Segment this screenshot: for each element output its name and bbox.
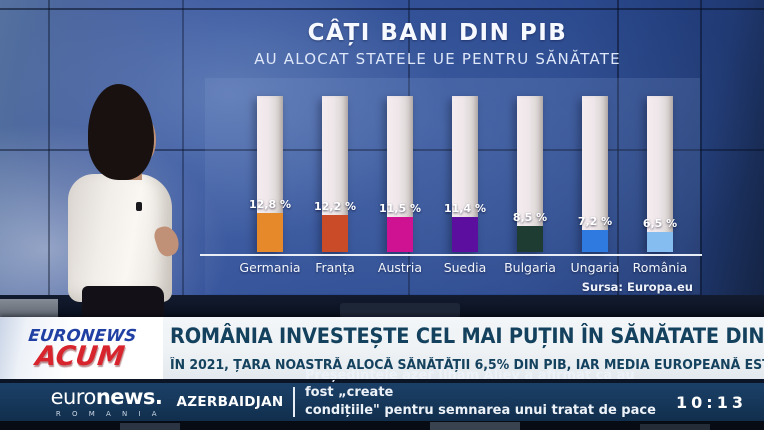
logo-region-label: R O M A N I A	[55, 409, 162, 418]
bar-ungaria	[582, 96, 608, 252]
floor-shape	[120, 423, 180, 430]
bar-value-label: 11,4 %	[444, 202, 486, 215]
presenter-pants	[82, 286, 164, 318]
logo-news-part: news.	[95, 384, 163, 409]
bar-value-label: 12,2 %	[314, 200, 356, 213]
bar-country-label: Ungaria	[570, 260, 620, 275]
bar-colored-segment	[452, 217, 478, 252]
ticker-divider	[293, 387, 295, 417]
bar-value-label: 8,5 %	[512, 211, 548, 224]
studio-desk-silhouette	[340, 303, 460, 318]
bar-germania	[257, 96, 283, 252]
chart-title: CÂȚI BANI DIN PIB	[307, 20, 568, 46]
bar-colored-segment	[582, 230, 608, 252]
channel-badge: EURONEWS ACUM	[0, 317, 163, 379]
bar-bulgaria	[517, 96, 543, 252]
health-spending-chart: CÂȚI BANI DIN PIB AU ALOCAT STATELE UE P…	[170, 8, 705, 298]
news-category-label: AZERBAIDJAN	[176, 394, 284, 410]
chart-subtitle: AU ALOCAT STATELE UE PENTRU SĂNĂTATE	[254, 50, 621, 68]
bar-country-label: Suedia	[443, 260, 487, 275]
broadcast-clock: 10:13	[676, 392, 747, 412]
lavalier-mic	[136, 202, 142, 211]
bar-value-label: 6,5 %	[642, 217, 678, 230]
presenter	[60, 80, 190, 318]
bottom-floor-strip	[0, 421, 764, 430]
channel-badge-text: EURONEWS ACUM	[25, 326, 139, 373]
bar-country-label: România	[632, 260, 688, 275]
bar-colored-segment	[517, 226, 543, 252]
floor-shape	[640, 424, 710, 430]
bar-colored-segment	[387, 217, 413, 252]
bar-value-label: 11,5 %	[379, 202, 421, 215]
bar-value-label: 12,8 %	[249, 198, 291, 211]
bar-franța	[322, 96, 348, 252]
bar-colored-segment	[257, 213, 283, 252]
presenter-hair	[88, 84, 154, 180]
euronews-logo-wordmark: euronews.	[38, 384, 175, 409]
floor-highlight	[0, 299, 58, 318]
bar-country-label: Germania	[239, 260, 301, 275]
bar-country-label: Franța	[315, 260, 355, 275]
bar-country-label: Bulgaria	[504, 260, 556, 275]
headline: ROMÂNIA INVESTEȘTE CEL MAI PUȚIN ÎN SĂNĂ…	[170, 324, 764, 348]
chart-baseline	[200, 254, 702, 256]
ticker-bar: euronews. R O M A N I A AZERBAIDJAN Preș…	[0, 368, 764, 430]
bar-colored-segment	[322, 215, 348, 252]
ticker-line-1: Președintele azer Ilham Aliev a afirmat …	[305, 367, 635, 401]
bar-austria	[387, 96, 413, 252]
bar-colored-segment	[647, 232, 673, 252]
floor-shape	[430, 422, 520, 430]
bar-value-label: 7,2 %	[577, 215, 613, 228]
badge-acum-label: ACUM	[34, 341, 127, 373]
bar-suedia	[452, 96, 478, 252]
logo-euro-part: euro	[50, 384, 97, 409]
bar-country-label: Austria	[377, 260, 423, 275]
chart-source: Sursa: Europa.eu	[581, 280, 693, 294]
euronews-logo: euronews. R O M A N I A	[0, 384, 175, 418]
